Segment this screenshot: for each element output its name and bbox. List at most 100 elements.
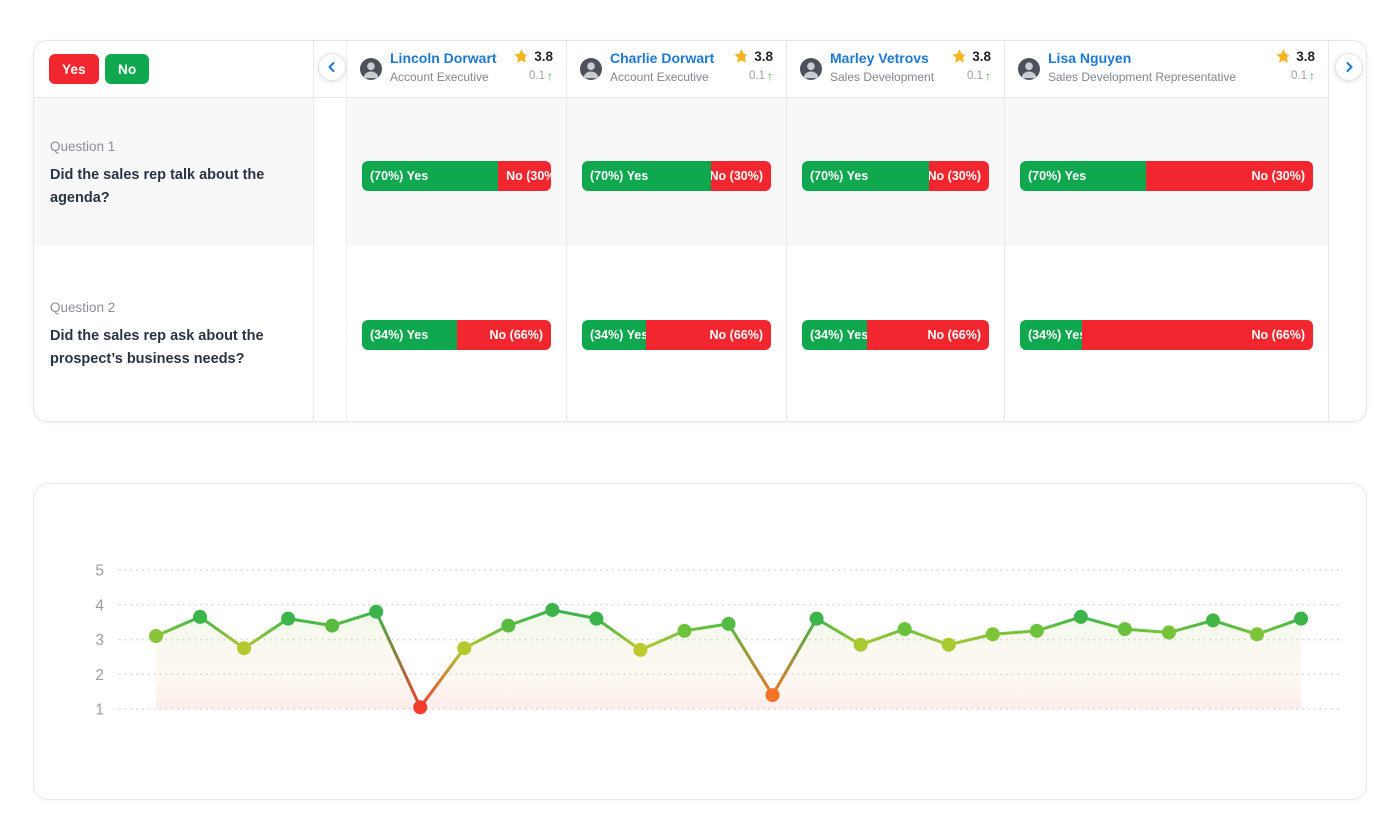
avatar <box>1018 58 1040 80</box>
question-cell: Question 1 Did the sales rep talk about … <box>34 98 313 246</box>
no-segment-label: No (66%) <box>927 328 981 342</box>
data-point <box>501 618 516 633</box>
yes-segment: (34%) Yes <box>582 320 647 350</box>
answer-cell: (34%) Yes No (66%) <box>1005 246 1328 421</box>
chevron-right-icon <box>1346 62 1353 72</box>
yes-no-bar: (70%) Yes No (30%) <box>1020 161 1313 191</box>
rep-name-link[interactable]: Marley Vetrovs <box>830 50 929 66</box>
trend-line-segment <box>1079 615 1127 631</box>
trend-line-segment <box>682 622 731 633</box>
area-fill <box>156 609 1302 709</box>
rep-header: Lisa Nguyen Sales Development Representa… <box>1005 41 1328 97</box>
data-point <box>457 641 472 656</box>
data-point <box>1117 622 1132 637</box>
answer-cell: (70%) Yes No (30%) <box>567 98 786 246</box>
y-tick-label: 4 <box>95 597 104 614</box>
rep-name-link[interactable]: Lincoln Dorwart <box>390 50 497 66</box>
next-reps-button[interactable] <box>1335 53 1363 81</box>
no-segment: No (30%) <box>498 161 551 191</box>
trend-line-segment <box>462 624 510 650</box>
yes-no-bar: (34%) Yes No (66%) <box>802 320 989 350</box>
no-segment: No (66%) <box>456 320 551 350</box>
data-point <box>281 611 296 626</box>
rep-role: Account Executive <box>390 70 489 84</box>
rep-column: Lisa Nguyen Sales Development Representa… <box>1004 41 1328 421</box>
rating-delta: 0.1 ↑ <box>1291 69 1315 83</box>
no-segment: No (66%) <box>646 320 771 350</box>
data-point <box>325 618 340 633</box>
yes-segment-label: (70%) Yes <box>370 169 429 183</box>
trend-card: 1 2 3 4 5 <box>33 483 1367 800</box>
yes-segment-label: (34%) Yes <box>370 328 429 342</box>
questions-column: Yes No Question 1 Did the sales rep talk… <box>34 41 313 421</box>
yes-segment-label: (70%) Yes <box>590 169 649 183</box>
no-segment: No (66%) <box>867 320 989 350</box>
yes-segment: (70%) Yes <box>582 161 711 191</box>
rating: 3.8 <box>1275 48 1315 65</box>
scorecard-card: Yes No Question 1 Did the sales rep talk… <box>33 40 1367 422</box>
data-point <box>1294 611 1309 626</box>
rep-name-link[interactable]: Lisa Nguyen <box>1048 50 1132 66</box>
data-point <box>985 627 1000 642</box>
yes-filter-chip[interactable]: Yes <box>49 54 99 84</box>
trend-line-segment <box>286 617 334 628</box>
up-arrow-icon: ↑ <box>1309 69 1315 83</box>
answer-cell: (34%) Yes No (66%) <box>567 246 786 421</box>
answer-cell: (34%) Yes No (66%) <box>787 246 1004 421</box>
no-segment: No (66%) <box>1081 320 1313 350</box>
data-point <box>1250 627 1264 642</box>
no-segment-label: No (66%) <box>1251 328 1305 342</box>
yes-no-bar: (70%) Yes No (30%) <box>362 161 551 191</box>
data-point <box>765 688 780 703</box>
data-point <box>589 611 604 626</box>
trend-line-segment <box>418 646 466 709</box>
trend-line-segment <box>198 615 246 650</box>
star-icon <box>1275 48 1292 65</box>
star-icon <box>733 48 750 65</box>
rating: 3.8 <box>513 48 553 65</box>
data-point <box>149 629 163 644</box>
question-label: Question 1 <box>50 139 116 154</box>
trend-line-segment <box>330 610 378 628</box>
nav-left-strip <box>313 41 346 421</box>
no-segment-label: No (30%) <box>710 169 763 183</box>
data-point <box>1073 609 1088 624</box>
yes-segment-label: (34%) Yes <box>810 328 868 342</box>
yes-segment: (70%) Yes <box>362 161 499 191</box>
trend-line-segment <box>1211 618 1259 636</box>
rating-value: 3.8 <box>972 49 991 64</box>
trend-line-segment <box>242 617 290 650</box>
rating-value: 3.8 <box>1296 49 1315 64</box>
rating-trend-chart: 1 2 3 4 5 <box>95 563 1341 719</box>
yes-segment: (34%) Yes <box>1020 320 1082 350</box>
answer-cell: (34%) Yes No (66%) <box>347 246 566 421</box>
no-segment: No (30%) <box>1145 161 1313 191</box>
data-point <box>853 637 868 652</box>
trend-line-segment <box>947 632 995 647</box>
data-point <box>1029 623 1044 638</box>
no-segment-label: No (30%) <box>506 169 551 183</box>
data-point <box>677 623 692 638</box>
nav-right-strip <box>1328 41 1366 421</box>
delta-value: 0.1 <box>749 70 765 82</box>
question-text: Did the sales rep ask about the prospect… <box>50 328 264 368</box>
trend-line-segment <box>859 627 907 647</box>
data-point <box>1161 625 1176 640</box>
no-filter-chip[interactable]: No <box>105 54 150 84</box>
yes-no-bar: (34%) Yes No (66%) <box>1020 320 1313 350</box>
rep-name-link[interactable]: Charlie Dorwart <box>610 50 715 66</box>
trend-line-segment <box>1035 615 1083 633</box>
y-tick-label: 1 <box>95 702 104 719</box>
rep-header: Lincoln Dorwart Account Executive 3.8 0.… <box>347 41 566 97</box>
star-icon <box>951 48 968 65</box>
rep-column: Marley Vetrovs Sales Development 3.8 0.1… <box>786 41 1004 421</box>
rating-value: 3.8 <box>534 49 553 64</box>
chevron-left-icon <box>328 62 335 72</box>
yes-segment-label: (34%) Yes <box>590 328 647 342</box>
trend-line-segment <box>594 617 642 652</box>
avatar <box>360 58 382 80</box>
delta-value: 0.1 <box>967 70 983 82</box>
trend-line-segment <box>991 629 1039 636</box>
prev-reps-button[interactable] <box>318 53 346 81</box>
data-point <box>633 642 648 657</box>
